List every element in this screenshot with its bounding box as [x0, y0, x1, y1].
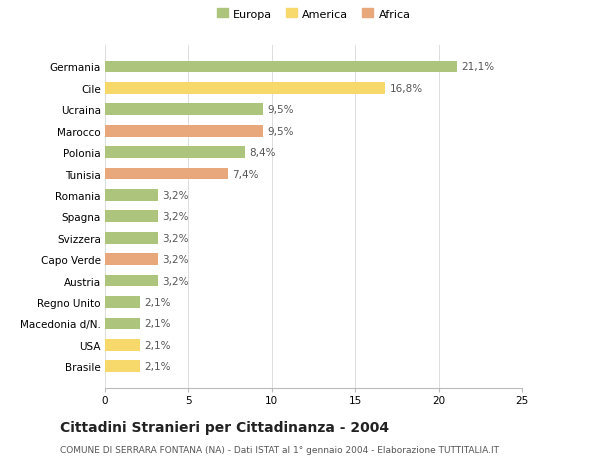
Bar [105, 361, 140, 372]
Text: 8,4%: 8,4% [249, 148, 276, 158]
Text: 9,5%: 9,5% [268, 126, 294, 136]
Bar [105, 339, 140, 351]
Bar [105, 211, 158, 223]
Bar [105, 275, 158, 287]
Bar [105, 254, 158, 265]
Text: 9,5%: 9,5% [268, 105, 294, 115]
Text: 3,2%: 3,2% [163, 212, 189, 222]
Text: 21,1%: 21,1% [461, 62, 494, 73]
Text: 3,2%: 3,2% [163, 190, 189, 201]
Text: 16,8%: 16,8% [389, 84, 422, 94]
Text: 3,2%: 3,2% [163, 255, 189, 264]
Text: 7,4%: 7,4% [233, 169, 259, 179]
Bar [105, 104, 263, 116]
Bar [105, 168, 229, 180]
Legend: Europa, America, Africa: Europa, America, Africa [214, 7, 413, 22]
Text: COMUNE DI SERRARA FONTANA (NA) - Dati ISTAT al 1° gennaio 2004 - Elaborazione TU: COMUNE DI SERRARA FONTANA (NA) - Dati IS… [60, 445, 499, 454]
Bar [105, 83, 385, 95]
Bar [105, 297, 140, 308]
Text: 2,1%: 2,1% [144, 361, 170, 371]
Text: 3,2%: 3,2% [163, 233, 189, 243]
Text: 2,1%: 2,1% [144, 297, 170, 308]
Text: 2,1%: 2,1% [144, 319, 170, 329]
Text: 2,1%: 2,1% [144, 340, 170, 350]
Text: 3,2%: 3,2% [163, 276, 189, 286]
Text: Cittadini Stranieri per Cittadinanza - 2004: Cittadini Stranieri per Cittadinanza - 2… [60, 420, 389, 434]
Bar [105, 126, 263, 137]
Bar [105, 232, 158, 244]
Bar [105, 62, 457, 73]
Bar [105, 190, 158, 202]
Bar [105, 147, 245, 159]
Bar [105, 318, 140, 330]
